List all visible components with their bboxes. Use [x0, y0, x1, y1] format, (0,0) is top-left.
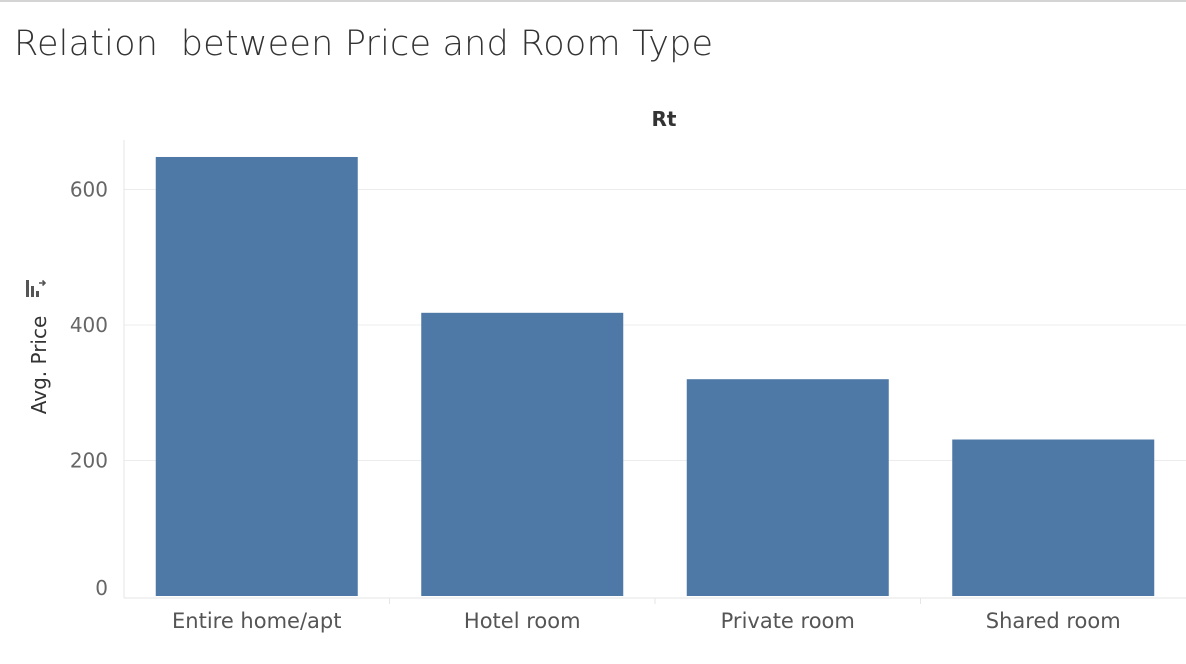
y-axis-title: Avg. Price — [27, 316, 51, 415]
bar[interactable] — [155, 156, 358, 597]
x-category-label: Hotel room — [464, 609, 581, 633]
x-axis-labels: Entire home/apt Hotel room Private room Sha… — [172, 598, 1121, 633]
y-tick-label: 0 — [95, 576, 108, 600]
y-tick-label: 200 — [70, 449, 108, 473]
top-rule — [0, 0, 1186, 2]
x-category-label: Shared room — [986, 609, 1121, 633]
bars — [155, 156, 1155, 597]
y-tick-label: 600 — [70, 178, 108, 202]
x-category-label: Entire home/apt — [172, 609, 341, 633]
y-tick-label: 400 — [70, 313, 108, 337]
chart-title: Relation between Price and Room Type — [14, 24, 714, 64]
y-axis-title-group: Avg. Price — [27, 316, 51, 415]
sort-descending-icon[interactable] — [26, 279, 47, 297]
column-header-label: Rt — [652, 107, 677, 131]
x-category-label: Private room — [721, 609, 855, 633]
bar[interactable] — [421, 312, 624, 596]
bar[interactable] — [686, 379, 889, 596]
y-axis-ticks: 0 200 400 600 — [70, 178, 108, 601]
bar[interactable] — [952, 439, 1155, 596]
